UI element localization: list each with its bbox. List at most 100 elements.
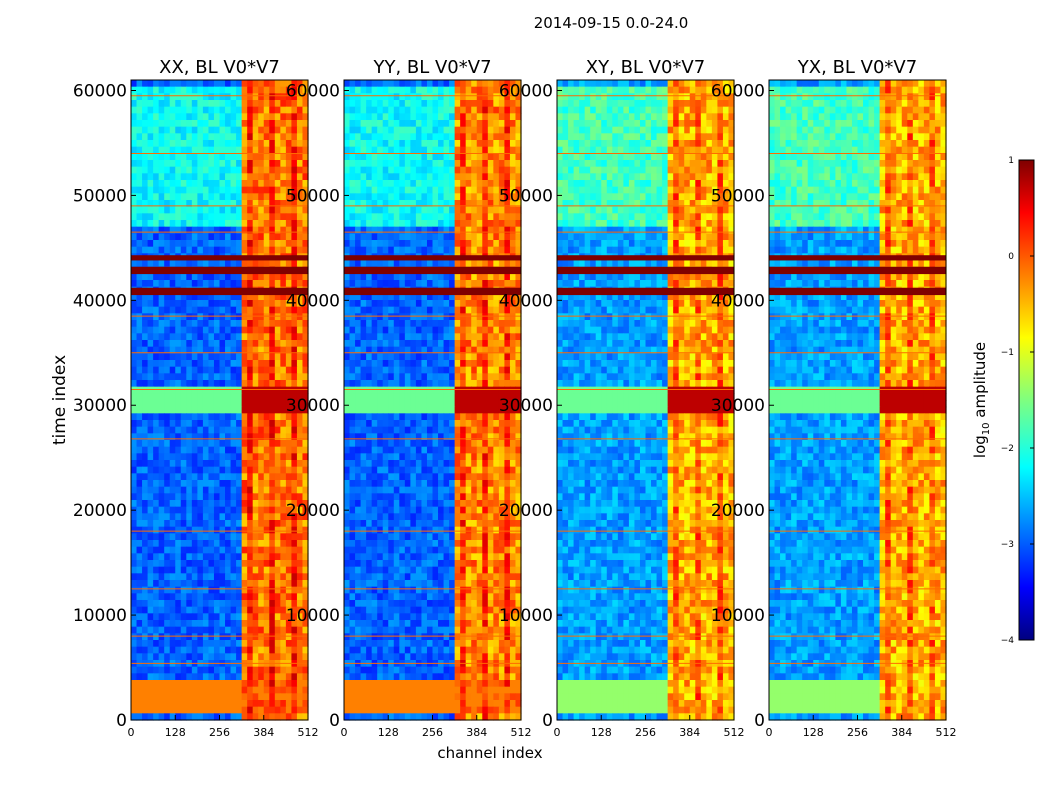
- heatmap-cell: [153, 426, 160, 434]
- heatmap-cell: [415, 173, 423, 181]
- heatmap-cell: [504, 153, 511, 161]
- heatmap-cell: [175, 513, 182, 521]
- heatmap-cell: [366, 213, 373, 221]
- heatmap-cell: [269, 260, 276, 268]
- heatmap-cell: [164, 113, 171, 121]
- heatmap-cell: [274, 200, 281, 208]
- heatmap-cell: [219, 206, 226, 214]
- heatmap-cell: [263, 240, 270, 248]
- heatmap-cell: [291, 533, 298, 541]
- heatmap-cell: [241, 513, 248, 521]
- heatmap-cell: [208, 333, 215, 341]
- heatmap-cell: [202, 460, 210, 468]
- heatmap-cell: [399, 120, 406, 128]
- heatmap-cell: [465, 246, 472, 254]
- heatmap-cell: [258, 666, 265, 674]
- heatmap-cell: [471, 346, 478, 354]
- heatmap-cell: [191, 93, 198, 101]
- heatmap-cell: [180, 493, 187, 501]
- heatmap-cell: [175, 420, 182, 428]
- heatmap-cell: [404, 460, 411, 468]
- heatmap-cell: [158, 713, 165, 721]
- heatmap-cell: [274, 313, 281, 321]
- heatmap-cell: [366, 453, 373, 461]
- heatmap-cell: [443, 93, 450, 101]
- heatmap-cell: [285, 520, 293, 528]
- heatmap-cell: [258, 493, 265, 501]
- heatmap-cell: [280, 600, 287, 608]
- heatmap-cell: [371, 326, 378, 334]
- heatmap-cell: [509, 233, 517, 241]
- heatmap-cell: [219, 486, 226, 494]
- heatmap-cell: [191, 293, 198, 301]
- heatmap-cell: [175, 320, 182, 328]
- heatmap-cell: [142, 86, 149, 94]
- heatmap-cell: [186, 313, 193, 321]
- heatmap-cell: [291, 526, 298, 534]
- heatmap-cell: [487, 93, 494, 101]
- heatmap-cell: [296, 686, 304, 694]
- heatmap-cell: [175, 353, 182, 361]
- heatmap-cell: [280, 320, 287, 328]
- heatmap-cell: [191, 653, 198, 661]
- heatmap-cell: [175, 533, 182, 541]
- heatmap-cell: [296, 173, 304, 181]
- heatmap-cell: [449, 206, 456, 214]
- heatmap-cell: [285, 540, 293, 548]
- heatmap-cell: [213, 626, 221, 634]
- heatmap-cell: [487, 113, 494, 121]
- heatmap-cell: [349, 426, 356, 434]
- heatmap-cell: [142, 446, 149, 454]
- heatmap-cell: [393, 373, 400, 381]
- heatmap-cell: [142, 106, 149, 114]
- heatmap-cell: [208, 146, 215, 154]
- heatmap-cell: [382, 446, 389, 454]
- heatmap-cell: [471, 380, 478, 388]
- heatmap-cell: [371, 353, 378, 361]
- heatmap-cell: [498, 460, 506, 468]
- heatmap-cell: [471, 400, 478, 408]
- heatmap-cell: [399, 293, 406, 301]
- heatmap-cell: [230, 100, 237, 108]
- heatmap-cell: [404, 400, 411, 408]
- heatmap-cell: [377, 326, 384, 334]
- heatmap-cell: [388, 146, 395, 154]
- heatmap-cell: [476, 293, 483, 301]
- heatmap-cell: [225, 146, 232, 154]
- heatmap-cell: [366, 260, 373, 268]
- heatmap-cell: [258, 166, 265, 174]
- heatmap-cell: [142, 186, 149, 194]
- heatmap-cell: [142, 620, 149, 628]
- heatmap-cell: [349, 360, 356, 368]
- heatmap-cell: [186, 493, 193, 501]
- heatmap-cell: [302, 600, 309, 608]
- heatmap-cell: [296, 193, 304, 201]
- heatmap-cell: [493, 146, 500, 154]
- heatmap-cell: [291, 306, 298, 314]
- heatmap-cell: [280, 593, 287, 601]
- heatmap-cell: [258, 560, 265, 568]
- heatmap-cell: [509, 86, 517, 94]
- heatmap-cell: [349, 113, 356, 121]
- heatmap-cell: [213, 520, 221, 528]
- heatmap-cell: [269, 166, 276, 174]
- heatmap-cell: [421, 440, 428, 448]
- heatmap-cell: [147, 473, 154, 481]
- heatmap-cell: [269, 700, 276, 708]
- heatmap-cell: [482, 180, 489, 188]
- heatmap-cell: [236, 366, 243, 374]
- heatmap-cell: [426, 420, 434, 428]
- heatmap-cell: [465, 313, 472, 321]
- heatmap-cell: [269, 366, 276, 374]
- heatmap-cell: [263, 426, 270, 434]
- heatmap-cell: [263, 246, 270, 254]
- heatmap-cell: [142, 600, 149, 608]
- heatmap-cell: [399, 326, 406, 334]
- heatmap-cell: [291, 340, 298, 348]
- heatmap-cell: [465, 426, 472, 434]
- heatmap-cell: [131, 566, 138, 574]
- heatmap-cell: [377, 300, 384, 308]
- heatmap-cell: [225, 340, 232, 348]
- heatmap-cell: [191, 586, 198, 594]
- heatmap-cell: [225, 513, 232, 521]
